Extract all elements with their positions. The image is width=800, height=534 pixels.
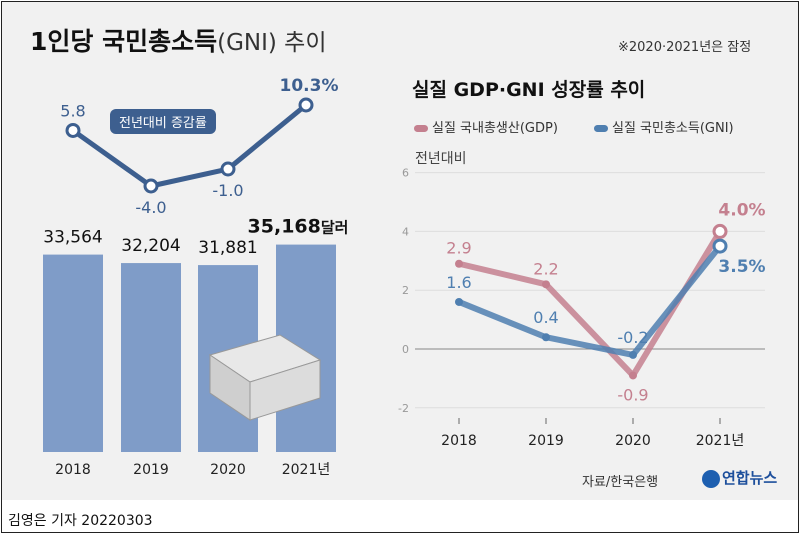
x-tick-label: 2021년 (696, 433, 745, 449)
gni-growth-label: -1.0 (212, 181, 243, 200)
provisional-note: ※2020·2021년은 잠정 (618, 40, 752, 55)
y-tick-label: 0 (402, 343, 409, 356)
series-data-label: 1.6 (446, 273, 471, 292)
gni-growth-label: 5.8 (60, 101, 85, 120)
legend-gni-swatch (594, 125, 608, 132)
series-point (542, 333, 550, 342)
gni-growth-line (71, 103, 308, 189)
x-tick-label: 2021년 (282, 462, 331, 478)
legend-gni-label: 실질 국민총소득(GNI) (612, 121, 734, 136)
series-point (629, 350, 637, 359)
bar-value-label: 33,564 (43, 228, 102, 248)
legend-gdp-swatch (414, 125, 428, 132)
gni-growth-label: 10.3% (280, 76, 339, 96)
bar-2018 (43, 254, 103, 452)
bar-2019 (121, 263, 181, 452)
series-data-label: 2.2 (533, 259, 558, 278)
bar-value-label: 35,168달러 (248, 216, 349, 238)
series-end-point (712, 238, 728, 254)
money-stack-front (249, 359, 321, 421)
y-tick-label: -2 (398, 402, 409, 415)
series-data-label: 3.5% (718, 257, 765, 277)
callout-text: 전년대비 증감률 (119, 116, 207, 131)
series-line-gni (457, 244, 723, 358)
series-point (542, 280, 550, 289)
left-title-paren: (GNI) 추이 (217, 30, 327, 56)
right-title: 실질 GDP·GNI 성장률 추이 (412, 79, 646, 101)
byline: 김영은 기자 20220303 (8, 513, 153, 529)
left-title: 1인당 국민총소득(GNI) 추이 (30, 22, 327, 58)
gni-growth-label: -4.0 (135, 198, 166, 217)
y-axis-label: 전년대비 (415, 151, 467, 167)
gni-growth-point (220, 161, 236, 177)
series-data-label: 0.4 (533, 308, 558, 327)
x-tick-label: 2019 (133, 462, 169, 478)
x-tick-label: 2020 (210, 462, 246, 478)
yonhap-logo: 연합뉴스 (702, 467, 777, 488)
series-data-label: 4.0% (718, 200, 765, 220)
series-point (455, 297, 463, 306)
bar-value-label: 31,881 (198, 238, 257, 258)
series-data-label: 2.9 (446, 239, 471, 258)
gni-growth-point (298, 97, 314, 113)
series-point (629, 371, 637, 380)
gni-growth-point (143, 178, 159, 194)
legend-gni: 실질 국민총소득(GNI) (594, 117, 734, 136)
series-data-label: -0.9 (617, 385, 648, 404)
legend-gdp-label: 실질 국내총생산(GDP) (432, 121, 558, 136)
legend-gdp: 실질 국내총생산(GDP) (414, 117, 558, 136)
logo-text: 연합뉴스 (722, 469, 778, 487)
series-point (455, 259, 463, 268)
y-tick-label: 6 (402, 167, 409, 180)
y-tick-label: 4 (402, 225, 409, 238)
x-tick-label: 2020 (615, 433, 651, 449)
unit-label: 달러 (321, 219, 349, 237)
x-tick-label: 2018 (441, 433, 477, 449)
series-line-gdp (458, 229, 723, 379)
growth-rate-callout: 전년대비 증감률 (110, 109, 216, 134)
series-data-label: -0.2 (617, 328, 648, 347)
left-title-main: 1인당 국민총소득 (30, 27, 218, 56)
gni-growth-point (65, 122, 81, 138)
source: 자료/한국은행 (582, 475, 659, 490)
series-end-point (712, 223, 728, 239)
logo-icon (702, 469, 720, 488)
y-tick-label: 2 (402, 284, 409, 297)
x-tick-label: 2019 (528, 433, 564, 449)
bar-value-label: 32,204 (121, 236, 180, 256)
x-tick-label: 2018 (55, 462, 91, 478)
